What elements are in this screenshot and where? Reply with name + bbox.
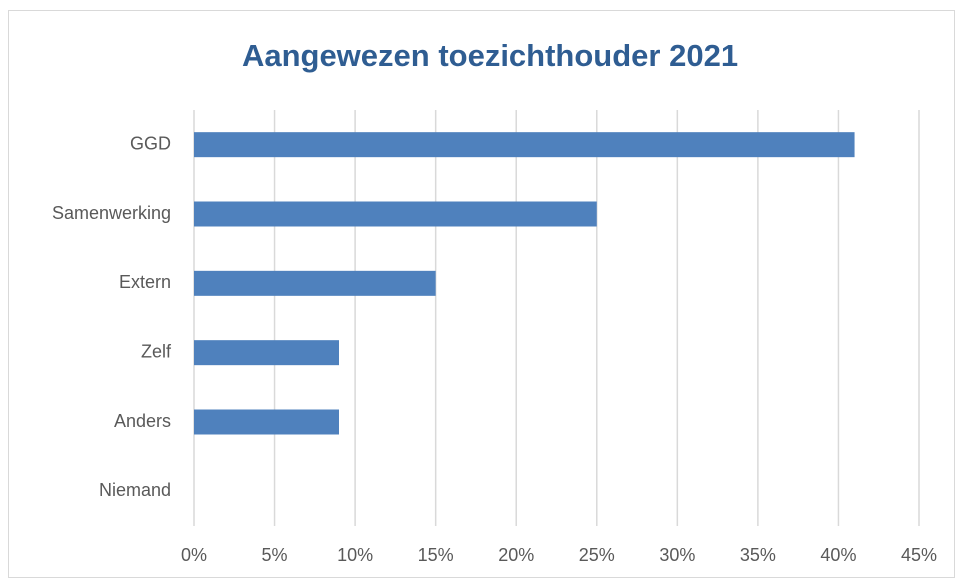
chart-title: Aangewezen toezichthouder 2021 bbox=[242, 38, 738, 73]
x-tick-label: 0% bbox=[181, 545, 207, 565]
x-tick-label: 40% bbox=[820, 545, 856, 565]
x-tick-label: 35% bbox=[740, 545, 776, 565]
x-tick-label: 45% bbox=[901, 545, 937, 565]
bar bbox=[194, 340, 339, 366]
y-tick-label: Extern bbox=[119, 272, 171, 292]
x-tick-label: 5% bbox=[262, 545, 288, 565]
y-tick-label: Samenwerking bbox=[52, 203, 171, 223]
x-tick-label: 20% bbox=[498, 545, 534, 565]
x-tick-label: 30% bbox=[659, 545, 695, 565]
y-tick-label: Niemand bbox=[99, 480, 171, 500]
y-tick-label: Anders bbox=[114, 411, 171, 431]
x-tick-label: 10% bbox=[337, 545, 373, 565]
x-tick-label: 15% bbox=[418, 545, 454, 565]
chart-border bbox=[8, 10, 955, 578]
y-tick-label: GGD bbox=[130, 133, 171, 153]
bar bbox=[194, 132, 855, 158]
bar bbox=[194, 270, 436, 296]
bar bbox=[194, 409, 339, 435]
x-tick-label: 25% bbox=[579, 545, 615, 565]
y-tick-label: Zelf bbox=[141, 341, 172, 361]
bar bbox=[194, 201, 597, 227]
